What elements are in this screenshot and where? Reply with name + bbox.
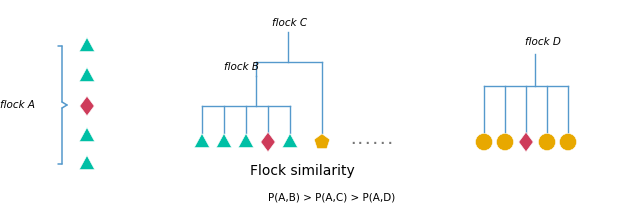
- Text: flock A: flock A: [0, 100, 35, 110]
- Polygon shape: [79, 67, 94, 82]
- Text: Flock similarity: Flock similarity: [250, 164, 355, 178]
- Text: ......: ......: [349, 135, 394, 147]
- Polygon shape: [79, 37, 94, 52]
- Polygon shape: [238, 134, 254, 147]
- Polygon shape: [195, 134, 210, 147]
- Circle shape: [559, 133, 576, 151]
- Text: flock B: flock B: [224, 62, 259, 72]
- Text: flock D: flock D: [525, 37, 561, 47]
- Text: P(A,B) > P(A,C) > P(A,D): P(A,B) > P(A,C) > P(A,D): [268, 192, 395, 202]
- Polygon shape: [79, 156, 94, 169]
- Circle shape: [538, 133, 555, 151]
- Polygon shape: [216, 134, 231, 147]
- Text: flock C: flock C: [272, 18, 307, 28]
- Polygon shape: [519, 132, 533, 152]
- Polygon shape: [282, 134, 297, 147]
- Circle shape: [496, 133, 514, 151]
- Circle shape: [476, 133, 493, 151]
- Polygon shape: [314, 134, 330, 149]
- Polygon shape: [80, 96, 94, 116]
- Polygon shape: [79, 128, 94, 141]
- Polygon shape: [261, 132, 275, 152]
